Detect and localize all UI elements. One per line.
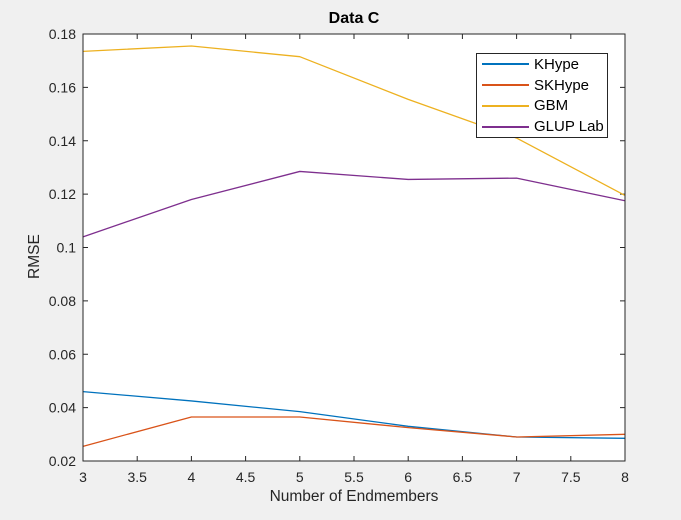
legend-item-khype: KHype (482, 56, 607, 73)
y-tick-label: 0.14 (49, 133, 76, 149)
series-line-skhype (82, 416, 626, 447)
y-tick-label: 0.1 (57, 240, 77, 256)
axes-box (82, 33, 626, 462)
legend-item-gbm: GBM (482, 97, 607, 114)
x-tick-label: 8 (621, 469, 629, 485)
series-line-khype (82, 390, 626, 439)
x-tick-label: 6 (404, 469, 412, 485)
y-tick-label: 0.06 (49, 346, 76, 362)
chart-title: Data C (328, 10, 380, 27)
x-tick-label: 3 (79, 469, 87, 485)
x-axis-label: Number of Endmembers (269, 488, 439, 505)
y-tick-label: 0.08 (49, 293, 76, 309)
legend-item-skhype: SKHype (482, 77, 607, 94)
legend-item-label: KHype (534, 55, 580, 73)
x-tick-label: 5.5 (344, 469, 364, 485)
legend-item-label: GLUP Lab (534, 118, 604, 136)
y-tick-label: 0.16 (49, 79, 76, 95)
x-tick-label: 6.5 (453, 469, 473, 485)
series-line-glup-lab (82, 170, 626, 238)
x-tick-label: 7.5 (561, 469, 581, 485)
y-tick-label: 0.04 (49, 400, 76, 416)
y-tick-label: 0.12 (49, 186, 76, 202)
legend-line-swatch (482, 63, 529, 66)
x-tick-label: 7 (513, 469, 521, 485)
y-tick-label: 0.02 (49, 453, 76, 469)
y-axis-label: RMSE (26, 234, 43, 279)
legend-line-swatch (482, 104, 529, 107)
x-tick-label: 3.5 (127, 469, 147, 485)
legend-line-swatch (482, 84, 529, 87)
x-tick-label: 4.5 (236, 469, 256, 485)
y-tick-label: 0.18 (49, 26, 76, 42)
x-tick-label: 5 (296, 469, 304, 485)
legend: KHype SKHype GBM GLUP Lab (476, 53, 608, 138)
x-tick-label: 4 (188, 469, 196, 485)
series-line-gbm (82, 45, 626, 197)
legend-item-label: GBM (534, 97, 569, 115)
legend-item-glup-lab: GLUP Lab (482, 118, 607, 135)
legend-item-label: SKHype (534, 76, 590, 94)
legend-line-swatch (482, 125, 529, 128)
